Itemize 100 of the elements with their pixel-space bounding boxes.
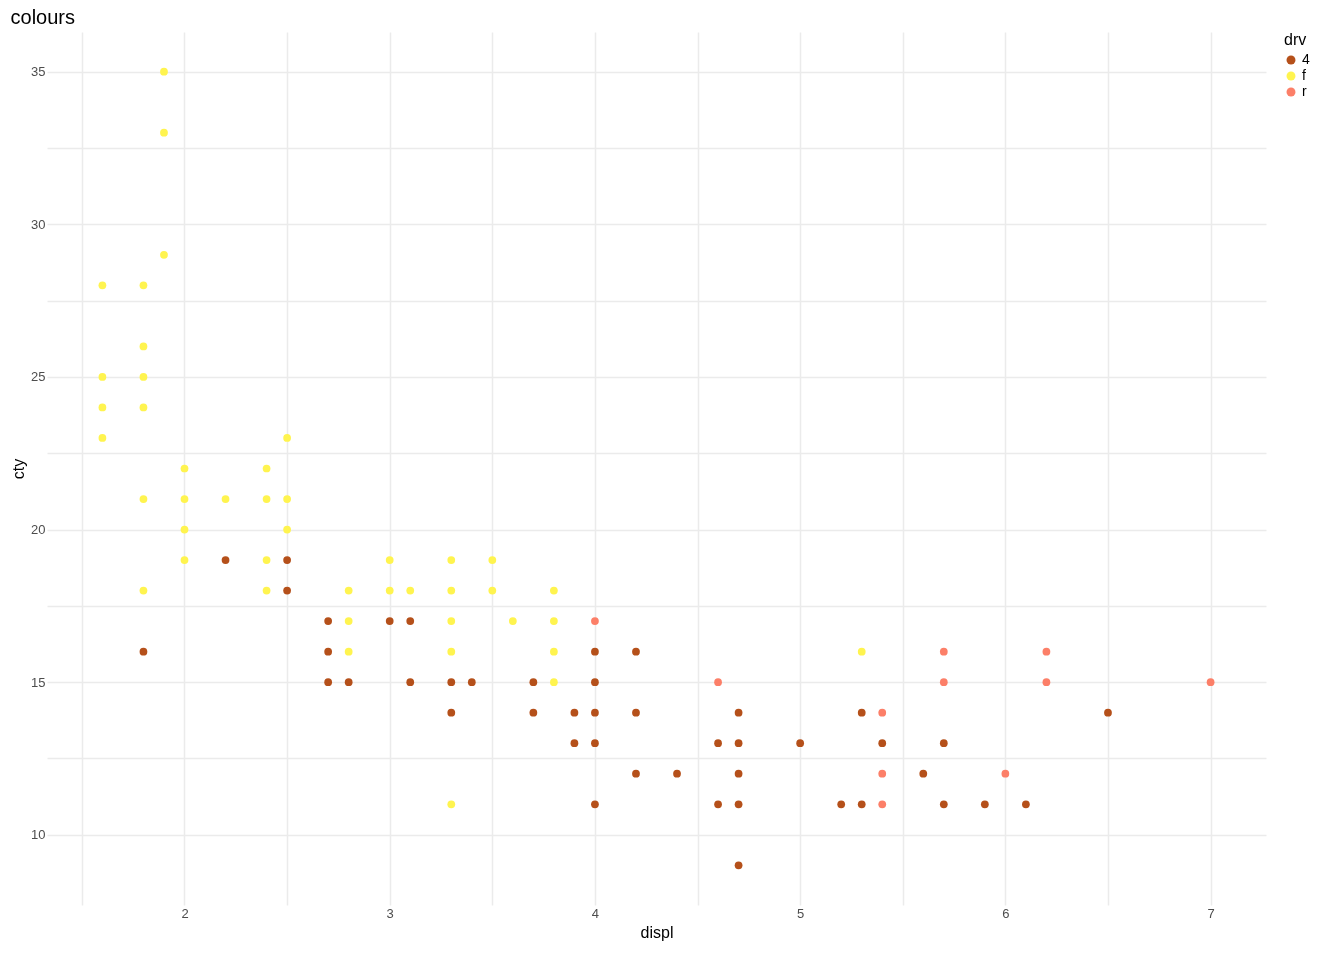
point xyxy=(406,586,415,595)
point xyxy=(139,281,148,290)
point xyxy=(283,586,291,595)
point xyxy=(221,495,230,503)
point xyxy=(139,586,148,595)
point xyxy=(939,739,948,748)
point xyxy=(632,647,640,656)
point xyxy=(98,373,107,381)
point xyxy=(857,647,866,656)
point xyxy=(591,678,599,687)
point xyxy=(1022,800,1030,809)
point xyxy=(283,556,291,564)
point xyxy=(262,464,271,473)
point xyxy=(673,769,681,778)
point xyxy=(98,403,107,412)
point xyxy=(324,647,333,656)
x-axis-title: displ xyxy=(640,923,674,941)
point xyxy=(447,556,456,564)
x-tick-label: 3 xyxy=(386,905,394,921)
point xyxy=(160,250,168,259)
point xyxy=(508,617,517,625)
point xyxy=(344,678,353,687)
x-tick-label: 7 xyxy=(1207,905,1215,921)
point xyxy=(262,556,271,564)
point xyxy=(447,617,456,625)
point xyxy=(262,586,271,595)
point xyxy=(180,495,189,503)
point xyxy=(1206,678,1215,687)
point xyxy=(591,708,599,717)
point xyxy=(591,617,599,625)
point xyxy=(714,739,722,748)
point xyxy=(734,861,743,870)
point xyxy=(467,678,476,687)
point xyxy=(180,464,189,473)
point xyxy=(406,617,415,625)
point xyxy=(591,800,599,809)
point xyxy=(98,281,107,290)
point xyxy=(1001,769,1010,778)
point xyxy=(591,647,599,656)
y-tick-label: 30 xyxy=(31,216,46,232)
point xyxy=(878,800,887,809)
point xyxy=(550,678,558,687)
point xyxy=(385,556,394,564)
point xyxy=(734,739,743,748)
point xyxy=(919,769,928,778)
x-tick-label: 5 xyxy=(797,905,805,921)
point xyxy=(324,617,333,625)
legend-label: f xyxy=(1302,67,1306,83)
x-tick-label: 2 xyxy=(181,905,189,921)
y-tick-label: 15 xyxy=(31,674,46,690)
point xyxy=(1104,708,1112,717)
point xyxy=(714,800,722,809)
point xyxy=(98,434,107,442)
point xyxy=(385,586,394,595)
point xyxy=(283,525,291,534)
point xyxy=(939,800,948,809)
point xyxy=(632,769,640,778)
point xyxy=(980,800,989,809)
y-tick-label: 25 xyxy=(31,369,46,385)
point xyxy=(344,617,353,625)
point xyxy=(1042,647,1051,656)
point xyxy=(570,708,579,717)
point xyxy=(529,678,538,687)
point xyxy=(734,769,743,778)
point xyxy=(262,495,271,503)
point xyxy=(447,800,456,809)
x-tick-label: 6 xyxy=(1002,905,1010,921)
point xyxy=(180,556,189,564)
point xyxy=(714,678,722,687)
point xyxy=(796,739,805,748)
point xyxy=(344,586,353,595)
point xyxy=(447,678,456,687)
point xyxy=(570,739,579,748)
point xyxy=(406,678,415,687)
point xyxy=(1042,678,1051,687)
legend-title: drv xyxy=(1284,31,1307,48)
point xyxy=(734,708,743,717)
point xyxy=(160,128,168,137)
x-tick-label: 4 xyxy=(591,905,600,921)
point xyxy=(139,403,148,412)
point xyxy=(488,586,497,595)
point xyxy=(385,617,394,625)
y-tick-label: 20 xyxy=(31,522,46,538)
point xyxy=(139,342,148,351)
point xyxy=(550,647,558,656)
point xyxy=(344,647,353,656)
point xyxy=(878,769,887,778)
point xyxy=(939,647,948,656)
point xyxy=(529,708,538,717)
point xyxy=(447,647,456,656)
point xyxy=(488,556,497,564)
point xyxy=(447,708,456,717)
point xyxy=(139,495,148,503)
point xyxy=(734,800,743,809)
point xyxy=(939,678,948,687)
point xyxy=(857,708,866,717)
point xyxy=(837,800,846,809)
point xyxy=(550,617,558,625)
point xyxy=(283,434,291,442)
point xyxy=(180,525,189,534)
